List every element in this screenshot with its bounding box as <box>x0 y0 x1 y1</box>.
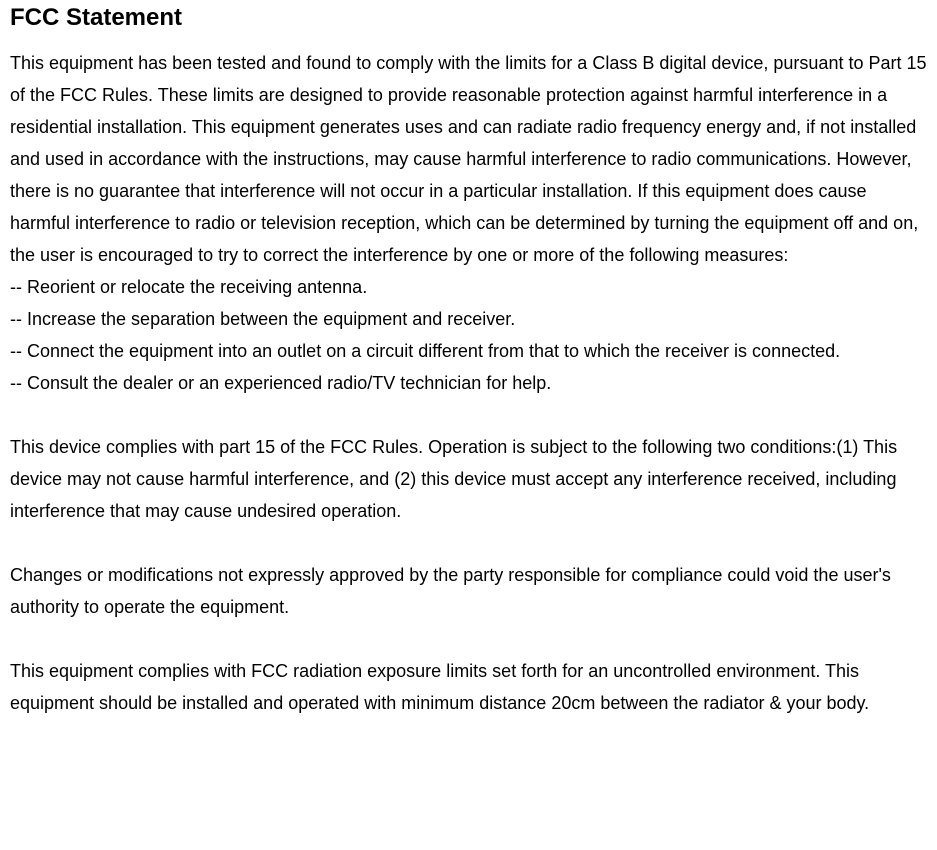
paragraph: -- Reorient or relocate the receiving an… <box>10 271 927 303</box>
paragraph: This equipment complies with FCC radiati… <box>10 655 927 719</box>
paragraph: This equipment has been tested and found… <box>10 47 927 271</box>
paragraph: Changes or modifications not expressly a… <box>10 559 927 623</box>
paragraph: -- Increase the separation between the e… <box>10 303 927 335</box>
paragraph: This device complies with part 15 of the… <box>10 431 927 527</box>
document-body: This equipment has been tested and found… <box>10 47 927 719</box>
blank-line <box>10 527 927 559</box>
document-title: FCC Statement <box>10 4 927 33</box>
paragraph: -- Consult the dealer or an experienced … <box>10 367 927 399</box>
paragraph: -- Connect the equipment into an outlet … <box>10 335 927 367</box>
blank-line <box>10 623 927 655</box>
blank-line <box>10 399 927 431</box>
